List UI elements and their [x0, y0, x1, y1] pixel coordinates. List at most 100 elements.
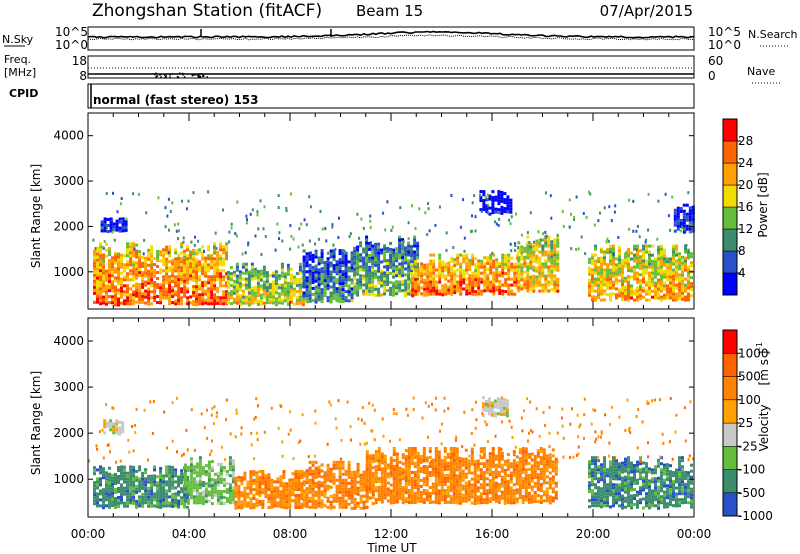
rti-cell — [450, 274, 454, 278]
rti-cell — [356, 471, 360, 475]
rti-cell — [678, 276, 681, 280]
rti-cell — [317, 465, 321, 469]
rti-cell — [615, 287, 618, 291]
rti-cell — [503, 483, 507, 487]
rti-cell — [256, 273, 260, 276]
rti-cell — [106, 230, 110, 233]
rti-cell — [244, 262, 248, 266]
rti-cell — [413, 465, 417, 468]
rti-cell — [423, 278, 427, 282]
rti-cell — [189, 250, 193, 254]
rti-cell — [207, 490, 211, 494]
rti-cell — [144, 498, 148, 502]
rti-cell — [168, 275, 172, 279]
rti-cell — [264, 483, 268, 487]
rti-cell — [236, 200, 239, 204]
rti-cell — [93, 493, 96, 497]
rti-cell — [132, 254, 136, 258]
rti-cell — [678, 279, 681, 283]
rti-cell — [167, 197, 170, 201]
rti-cell — [414, 262, 418, 266]
rti-cell — [612, 256, 615, 260]
rti-cell — [435, 292, 439, 296]
rti-cell — [582, 212, 585, 215]
rti-cell — [180, 257, 184, 261]
rti-cell — [667, 214, 670, 218]
rti-cell — [588, 460, 591, 464]
rti-cell — [249, 212, 252, 216]
rti-cell — [672, 298, 675, 302]
rti-cell — [573, 216, 576, 220]
rti-cell — [520, 269, 524, 273]
rti-cell — [165, 468, 169, 472]
rti-cell — [485, 207, 489, 211]
rti-cell — [591, 256, 594, 260]
rti-cell — [180, 245, 184, 249]
rti-cell — [102, 295, 105, 299]
rti-cell — [404, 473, 408, 477]
rti-cell — [216, 286, 220, 290]
rti-cell — [147, 263, 151, 267]
rti-cell — [247, 294, 251, 298]
rti-cell — [138, 483, 142, 487]
rti-cell — [498, 217, 501, 221]
rti-cell — [263, 205, 266, 209]
rti-cell — [523, 270, 527, 274]
rti-cell — [277, 298, 281, 302]
rti-cell — [627, 275, 630, 278]
rti-cell — [395, 283, 399, 287]
rti-cell — [464, 472, 468, 476]
rti-cell — [542, 469, 546, 473]
rti-cell — [547, 235, 551, 239]
rti-cell — [126, 486, 129, 490]
rti-cell — [298, 280, 302, 284]
rti-cell — [259, 296, 263, 300]
rti-cell — [228, 474, 232, 478]
rti-cell — [591, 504, 594, 508]
rti-cell — [636, 289, 639, 293]
rti-cell — [338, 297, 342, 301]
rti-cell — [317, 468, 321, 472]
rti-cell — [633, 277, 636, 281]
rti-cell — [126, 489, 129, 493]
rti-cell — [526, 256, 530, 260]
rti-cell — [553, 253, 557, 257]
rti-cell — [216, 256, 220, 260]
rti-cell — [241, 271, 245, 275]
rti-cell — [260, 253, 263, 256]
rti-cell — [177, 278, 181, 281]
rti-cell — [317, 289, 321, 293]
rti-cell — [428, 462, 432, 465]
rti-cell — [308, 466, 312, 470]
rti-cell — [548, 459, 552, 463]
rti-cell — [261, 503, 265, 506]
rti-cell — [474, 266, 478, 270]
rti-cell — [383, 463, 387, 467]
rti-cell — [550, 264, 554, 268]
rti-cell — [443, 447, 447, 450]
rti-cell — [344, 272, 348, 276]
rti-cell — [99, 468, 102, 472]
rti-cell — [374, 477, 378, 481]
rti-cell — [250, 274, 254, 278]
rti-cell — [638, 235, 641, 239]
rti-cell — [542, 478, 546, 482]
rti-cell — [416, 490, 420, 494]
rti-cell — [204, 500, 208, 504]
rti-cell — [365, 492, 369, 496]
rti-cell — [353, 276, 357, 280]
rti-cell — [365, 292, 369, 296]
rti-cell — [356, 263, 360, 267]
rti-cell — [660, 256, 663, 260]
rti-cell — [642, 268, 645, 272]
rti-cell — [523, 258, 527, 262]
rti-cell — [395, 452, 399, 456]
rti-cell — [594, 295, 597, 299]
rti-cell — [440, 474, 444, 478]
rti-cell — [489, 289, 493, 293]
rti-cell — [320, 505, 324, 509]
rti-cell — [153, 290, 157, 293]
rti-cell — [165, 501, 169, 505]
rti-cell — [398, 478, 402, 482]
rti-cell — [111, 295, 114, 299]
